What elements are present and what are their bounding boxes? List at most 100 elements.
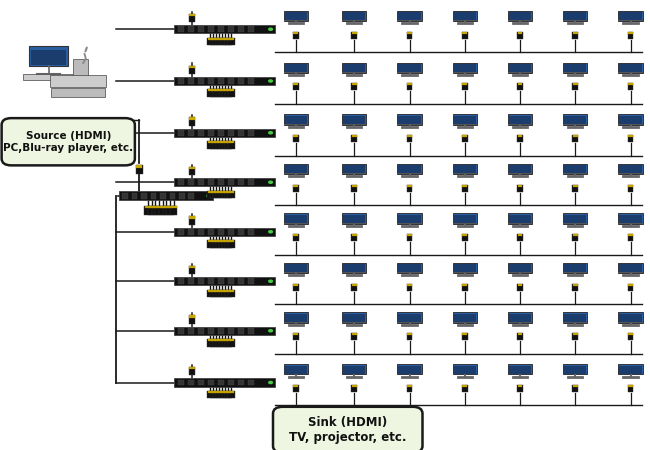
Bar [189, 66, 195, 68]
Bar [283, 72, 308, 73]
Bar [293, 83, 298, 86]
Bar [342, 223, 367, 224]
Bar [248, 380, 254, 385]
Bar [563, 173, 588, 174]
Bar [283, 364, 308, 374]
Bar [563, 364, 588, 374]
Bar [228, 229, 234, 234]
Bar [174, 178, 274, 186]
Bar [219, 191, 226, 198]
Bar [223, 290, 228, 292]
Bar [219, 141, 226, 149]
Bar [220, 339, 225, 341]
Bar [208, 27, 214, 32]
Bar [214, 339, 219, 341]
Bar [508, 223, 532, 224]
Bar [283, 173, 308, 174]
Bar [343, 265, 365, 272]
Bar [293, 333, 298, 340]
Bar [239, 328, 244, 333]
Bar [239, 78, 244, 84]
Bar [283, 11, 308, 21]
Bar [283, 213, 308, 224]
Bar [189, 367, 195, 369]
Bar [619, 166, 642, 173]
Bar [619, 13, 642, 20]
Bar [178, 180, 184, 185]
Bar [141, 193, 147, 199]
Bar [216, 141, 222, 143]
Bar [188, 367, 196, 375]
Bar [228, 180, 234, 185]
Bar [239, 279, 244, 284]
Bar [228, 328, 234, 333]
Bar [462, 284, 467, 286]
FancyBboxPatch shape [50, 75, 106, 87]
Bar [198, 27, 204, 32]
Bar [220, 240, 225, 242]
Bar [223, 90, 228, 91]
Bar [210, 290, 216, 297]
Circle shape [206, 194, 212, 198]
Bar [208, 130, 214, 135]
Bar [151, 193, 157, 199]
Bar [342, 322, 367, 323]
Bar [216, 38, 222, 40]
Bar [218, 380, 224, 385]
Bar [517, 135, 523, 142]
Bar [145, 206, 151, 208]
Bar [407, 83, 412, 90]
Bar [226, 38, 231, 45]
Bar [397, 20, 422, 21]
Bar [573, 284, 578, 291]
Bar [239, 380, 244, 385]
Bar [508, 164, 532, 174]
Bar [508, 312, 532, 323]
Bar [628, 83, 633, 90]
Bar [285, 116, 307, 124]
Bar [188, 328, 194, 333]
Bar [628, 184, 633, 187]
Bar [207, 290, 213, 292]
Bar [188, 66, 196, 74]
Bar [213, 191, 220, 198]
Bar [178, 229, 184, 234]
Bar [352, 234, 357, 241]
Bar [517, 32, 523, 39]
Circle shape [268, 79, 273, 83]
Bar [628, 135, 633, 137]
Bar [155, 206, 162, 215]
Bar [343, 166, 365, 173]
Bar [207, 38, 213, 45]
Bar [216, 141, 222, 149]
Bar [188, 27, 194, 32]
Bar [508, 63, 532, 73]
Circle shape [268, 279, 273, 283]
Bar [628, 234, 633, 236]
Bar [293, 184, 298, 192]
Bar [407, 234, 412, 241]
Bar [285, 166, 307, 173]
Bar [452, 63, 477, 73]
Bar [618, 63, 643, 73]
Bar [452, 312, 477, 323]
Bar [407, 333, 412, 335]
Bar [216, 191, 222, 193]
Bar [220, 191, 225, 193]
Bar [248, 328, 254, 333]
Bar [462, 135, 467, 137]
Bar [563, 263, 588, 273]
Bar [239, 229, 244, 234]
Bar [517, 333, 523, 340]
Bar [452, 124, 477, 125]
Bar [397, 263, 422, 273]
Bar [452, 164, 477, 174]
Bar [342, 213, 367, 224]
Bar [452, 20, 477, 21]
Bar [210, 191, 216, 198]
Bar [293, 135, 298, 137]
Bar [398, 13, 421, 20]
Bar [188, 266, 196, 274]
Bar [517, 184, 523, 192]
Bar [452, 173, 477, 174]
